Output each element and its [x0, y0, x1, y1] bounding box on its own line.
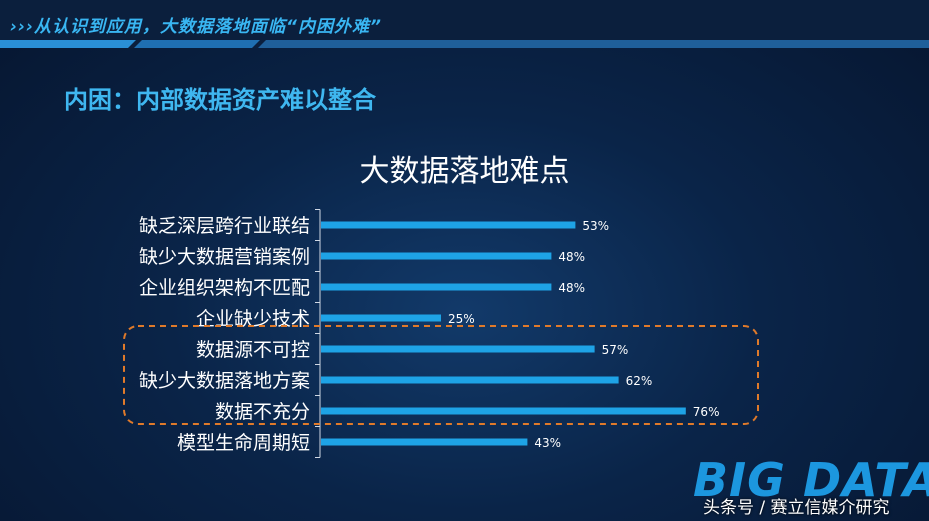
chart-title: 大数据落地难点 [359, 154, 570, 189]
banner-stripe [0, 40, 929, 48]
bar [321, 345, 595, 353]
top-banner: ›››从认识到应用，大数据落地面临“内困外难” [0, 0, 929, 48]
category-label: 企业缺少技术 [196, 308, 310, 330]
section-subtitle: 内困：内部数据资产难以整合 [64, 86, 376, 114]
watermark-caption: 头条号 / 赛立信媒介研究 [703, 498, 890, 518]
data-label: 76% [693, 405, 720, 419]
bar [321, 438, 528, 446]
category-label: 数据不充分 [215, 401, 310, 423]
category-label: 数据源不可控 [196, 339, 310, 361]
big-data-logo: BIG DATA [693, 453, 929, 507]
category-label: 企业组织架构不匹配 [139, 277, 310, 299]
category-label: 缺少大数据营销案例 [139, 246, 310, 268]
bar [321, 252, 552, 260]
data-label: 62% [626, 374, 653, 388]
bar [321, 314, 441, 322]
bar [321, 283, 552, 291]
bar [321, 376, 619, 384]
data-label: 57% [602, 343, 629, 357]
bar [321, 221, 576, 229]
banner-title: ›››从认识到应用，大数据落地面临“内困外难” [10, 17, 382, 37]
data-label: 53% [582, 219, 609, 233]
data-label: 25% [448, 312, 475, 326]
data-label: 43% [534, 436, 561, 450]
data-label: 48% [558, 250, 585, 264]
category-label: 缺乏深层跨行业联结 [139, 215, 310, 237]
data-label: 48% [558, 281, 585, 295]
bar [321, 407, 686, 415]
highlight-box [123, 325, 759, 425]
category-label: 缺少大数据落地方案 [139, 370, 310, 392]
category-label: 模型生命周期短 [177, 432, 310, 454]
